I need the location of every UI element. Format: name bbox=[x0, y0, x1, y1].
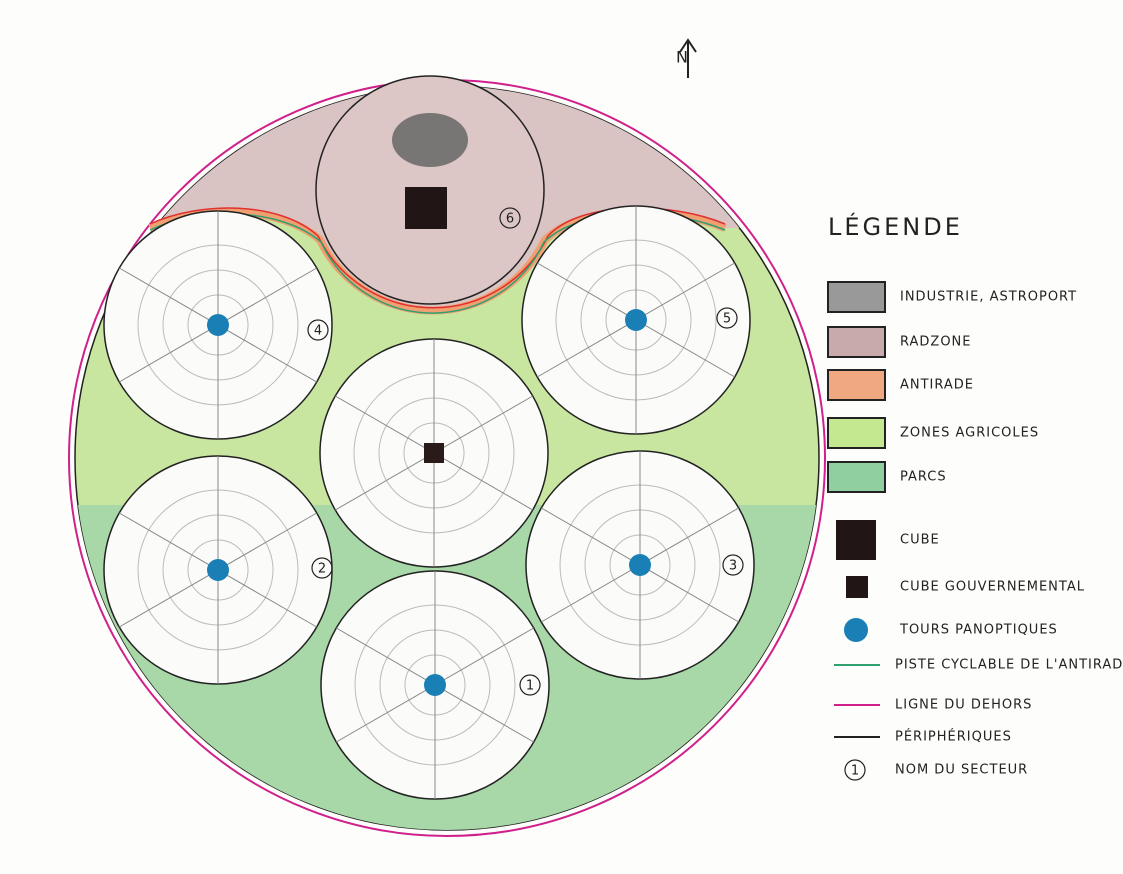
legend-title: LÉGENDE bbox=[828, 212, 963, 241]
swatch-antirade bbox=[828, 370, 885, 400]
legend-label: CUBE GOUVERNEMENTAL bbox=[900, 580, 1085, 595]
sector-number: 5 bbox=[723, 312, 731, 327]
swatch-parcs bbox=[828, 462, 885, 492]
industrie-astroport bbox=[392, 113, 468, 167]
legend-label: PÉRIPHÉRIQUES bbox=[895, 729, 1012, 745]
swatch-tour bbox=[844, 618, 868, 642]
sector-number: 3 bbox=[729, 559, 737, 574]
swatch-radzone bbox=[828, 327, 885, 357]
legend-label: PARCS bbox=[900, 470, 947, 485]
legend-label: ZONES AGRICOLES bbox=[900, 426, 1039, 441]
swatch-agricole bbox=[828, 418, 885, 448]
legend-label: ANTIRADE bbox=[900, 378, 974, 393]
legend-label: NOM DU SECTEUR bbox=[895, 763, 1028, 778]
legend-label: TOURS PANOPTIQUES bbox=[899, 623, 1058, 638]
swatch-cube-gouv bbox=[846, 576, 868, 598]
cube-gouvernemental bbox=[424, 443, 444, 463]
swatch-secteur-number: 1 bbox=[851, 764, 859, 779]
map: N 123456 LÉGENDE INDUSTRIE, ASTROPORTRAD… bbox=[0, 0, 1123, 874]
legend-label: RADZONE bbox=[900, 335, 972, 350]
swatch-industrie bbox=[828, 282, 885, 312]
legend-label: PISTE CYCLABLE DE L'ANTIRADE bbox=[895, 658, 1123, 673]
legend-label: INDUSTRIE, ASTROPORT bbox=[900, 290, 1077, 305]
legend-label: CUBE bbox=[900, 533, 940, 548]
tour-panoptique bbox=[424, 674, 446, 696]
legend-label: LIGNE DU DEHORS bbox=[895, 698, 1032, 713]
cube bbox=[405, 187, 447, 229]
tour-panoptique bbox=[629, 554, 651, 576]
tour-panoptique bbox=[207, 314, 229, 336]
swatch-cube bbox=[836, 520, 876, 560]
tour-panoptique bbox=[625, 309, 647, 331]
tour-panoptique bbox=[207, 559, 229, 581]
sector-number: 1 bbox=[526, 679, 534, 694]
sector-number: 4 bbox=[314, 324, 322, 339]
sector-number: 2 bbox=[318, 562, 326, 577]
sector-number: 6 bbox=[506, 212, 514, 227]
